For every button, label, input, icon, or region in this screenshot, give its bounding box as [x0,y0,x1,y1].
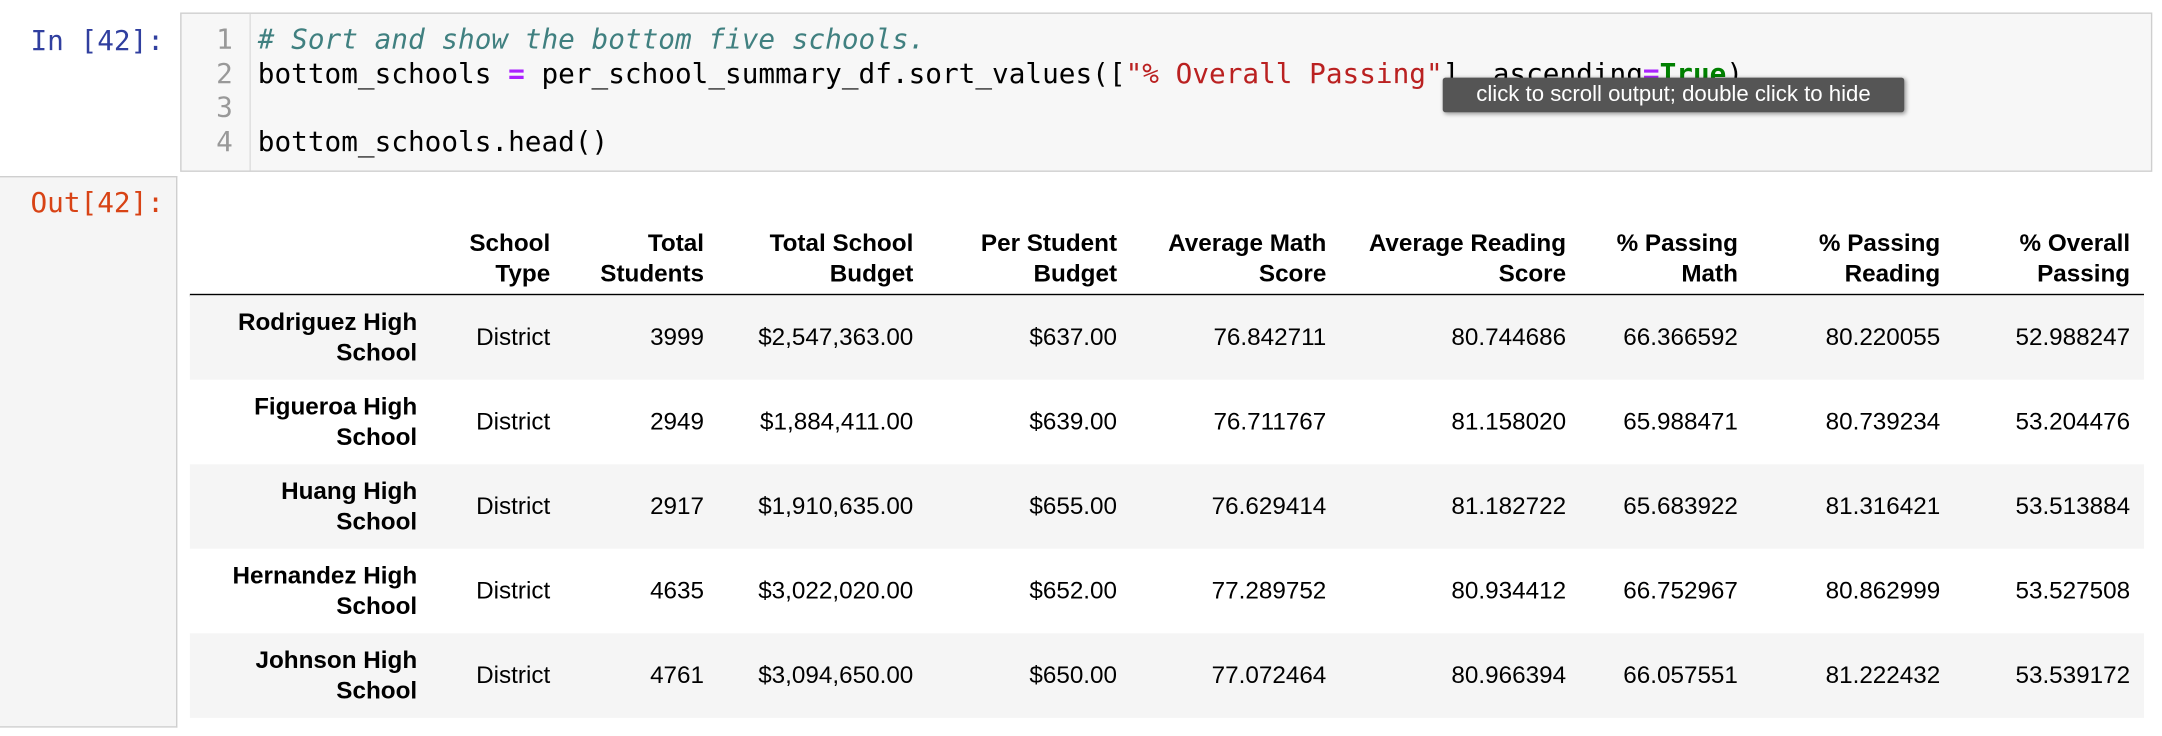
code-token: per_school_summary_df.sort_values([ [524,56,1126,90]
table-cell: $655.00 [1029,491,1118,520]
table-cell: 4761 [650,661,705,689]
table-cell: 53.527508 [2015,576,2131,605]
table-cell: 2917 [650,491,705,520]
table-cell: $1,884,411.00 [759,407,914,436]
table-row: Hernandez High School District 4635 $3,022,… [189,548,2144,634]
output-prompt-area[interactable] [0,176,178,728]
column-header: % Passing Math [1616,228,1738,287]
column-header: % Passing Reading [1818,228,1941,287]
table-cell: $3,094,650.00 [758,661,914,689]
table-cell: 66.366592 [1623,322,1738,351]
table-cell: $1,910,635.00 [758,491,914,520]
table-cell: 81.158020 [1451,407,1567,436]
code-line: # Sort and show the bottom five schools. [258,22,926,55]
table-cell: 65.988471 [1623,407,1738,436]
table-cell: 76.629414 [1211,491,1327,520]
row-index: Johnson High School [255,645,418,705]
table-cell: 81.222432 [1825,661,1941,689]
table-row: Johnson High School District 4761 $3,094,65… [189,633,2144,718]
line-number: 4 [216,124,233,158]
table-cell: $639.00 [1029,407,1118,436]
table-row: Rodriguez High School District 3999 $2,547,… [189,295,2144,380]
table-cell: 81.182722 [1451,491,1567,520]
table-cell: $650.00 [1029,661,1118,689]
table-cell: $3,022,020.00 [758,576,914,605]
table-row: Figueroa High School District 2949 $1,884,4… [189,379,2144,465]
table-cell: 77.289752 [1211,576,1327,605]
table-cell: 76.842711 [1213,322,1327,351]
table-cell: 80.739234 [1825,407,1941,436]
output-prompt: Out[42]: [30,185,164,219]
table-cell: 53.539172 [2015,661,2131,689]
row-index: Rodriguez High School [237,307,418,366]
column-header: School Type [469,228,551,287]
table-cell: District [476,491,551,520]
row-index: Figueroa High School [254,392,418,451]
table-cell: 53.513884 [2015,491,2131,520]
column-header: Total School Budget [769,228,914,287]
table-cell: District [476,322,551,351]
table-cell: 3999 [650,322,705,351]
column-header: Average Math Score [1168,228,1327,287]
code-line: bottom_schools.head() [258,124,608,157]
line-number: 3 [216,90,233,124]
code-token: # Sort and show the bottom five schools. [257,22,926,56]
table-cell: 65.683922 [1623,491,1738,520]
table-cell: 53.204476 [2015,407,2131,436]
table-cell: 80.862999 [1825,576,1941,605]
table-cell: District [476,661,551,689]
table-row: Huang High School District 2917 $1,910,635.… [189,464,2144,549]
table-cell: 80.934412 [1451,576,1567,605]
row-index: Huang High School [281,476,418,535]
table-cell: $652.00 [1029,576,1118,605]
column-header: Per Student Budget [980,228,1118,287]
column-header: % Overall Passing [2019,228,2131,287]
table-cell: 66.057551 [1623,661,1738,689]
table-cell: District [476,576,551,605]
table-cell: District [476,407,551,436]
input-prompt: In [42]: [30,23,164,57]
line-number: 1 [216,22,233,56]
table-cell: 52.988247 [2015,322,2131,351]
table-cell: 4635 [650,576,705,605]
code-token: "% Overall Passing" [1125,56,1443,90]
table-cell: 81.316421 [1825,491,1941,520]
table-cell: 77.072464 [1211,661,1327,689]
code-token: = [508,56,525,90]
row-index: Hernandez High School [232,561,418,620]
table-cell: $637.00 [1029,322,1118,351]
code-token: bottom_schools.head() [257,124,609,158]
table-cell: 76.711767 [1213,407,1327,436]
table-cell: $2,547,363.00 [758,322,914,351]
dataframe-table: School Type Total Students Total School Bu… [189,180,2144,721]
table-cell: 80.744686 [1451,322,1567,351]
column-header: Total Students [600,228,705,287]
table-cell: 80.220055 [1825,322,1941,351]
header-rule [189,293,2144,296]
tooltip: click to scroll output; double click to … [1442,77,1905,113]
column-header: Average Reading Score [1368,228,1567,287]
table-cell: 80.966394 [1451,661,1567,689]
code-token: bottom_schools [257,56,509,90]
table-cell: 2949 [650,407,705,436]
table-cell: 66.752967 [1623,576,1738,605]
line-number: 2 [216,56,233,90]
